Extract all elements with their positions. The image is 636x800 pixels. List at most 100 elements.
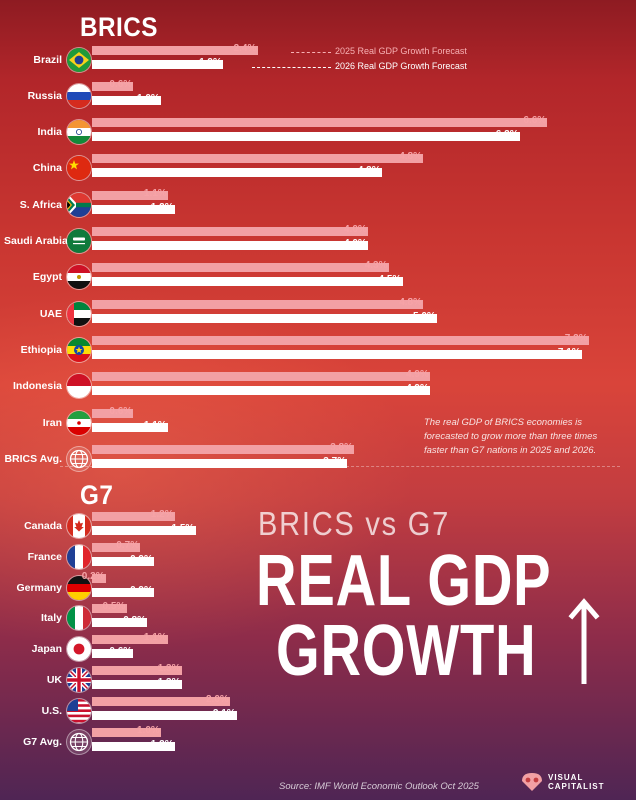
title-line-2: GROWTH [276,611,537,691]
value-label-2025-italy: 0.5% [102,601,126,613]
category-label-russia: Russia [27,89,62,102]
value-label-2026-brazil: 1.9% [199,56,222,68]
category-label-india: India [37,126,62,139]
bar-2026-uk [92,680,182,689]
bar-2026-egypt [92,277,403,287]
bar-2026-brics-avg [92,458,348,468]
bar-2025-india [92,118,548,128]
source-text: Source: IMF World Economic Outlook Oct 2… [279,781,479,792]
bar-2025-indonesia [92,372,431,382]
value-label-2025-egypt: 4.3% [364,260,388,272]
flag-china-icon [67,156,91,181]
flag-germany-icon [67,575,91,600]
value-label-2025-china: 4.8% [399,151,422,163]
value-label-2026-uae: 5.0% [413,310,436,322]
value-label-2025-uae: 4.8% [399,296,422,308]
globe-icon [67,729,91,754]
bar-2025-china [92,154,424,164]
value-label-2026-saudi-arabia: 4.0% [344,238,367,249]
bar-2026-saudi-arabia [92,241,368,250]
bar-2025-canada [92,512,175,521]
value-label-2025-canada: 1.2% [150,509,174,520]
subtitle: BRICS vs G7 [258,505,451,542]
bar-2025-italy [92,604,127,614]
category-label-ethiopia: Ethiopia [20,343,62,356]
bar-2026-canada [92,526,196,535]
bar-2026-u-s [92,710,237,720]
value-label-2025-indonesia: 4.9% [406,369,429,381]
bar-2025-u-s [92,696,230,706]
value-label-2026-canada: 1.5% [171,523,195,534]
bar-2025-uae [92,299,424,309]
title-line-1: REAL GDP [256,541,552,621]
flag-uk-icon [67,668,91,692]
value-label-2026-uk: 1.3% [157,677,181,688]
summary-note: The real GDP of BRICS economies is forec… [424,417,598,456]
flag-brazil-icon [67,47,91,72]
bar-2026-g7-avg [92,741,175,751]
bar-2025-germany [92,573,106,583]
bar-2025-uk [92,666,182,675]
value-label-2026-indonesia: 4.9% [406,383,429,395]
category-label-china: China [32,162,62,175]
g7-section-title: G7 [80,480,114,510]
bar-2025-japan [92,635,168,645]
visual-capitalist-logo-icon [522,773,542,791]
value-label-2026-china: 4.2% [357,165,381,177]
flag-japan-icon [67,637,91,662]
flag-egypt-icon [67,265,91,290]
value-label-2026-g7-avg: 1.2% [150,738,174,750]
category-label-japan: Japan [31,643,62,656]
flag-uae-icon [67,301,91,326]
flag-russia-icon [67,83,91,108]
flag-ethiopia-icon [67,337,91,362]
value-label-2026-india: 6.2% [495,129,519,141]
bar-2026-ethiopia [92,349,582,359]
category-label-u-s: U.S. [41,704,62,717]
bar-2025-g7-avg [92,727,161,737]
category-label-s-africa: S. Africa [19,198,62,211]
category-label-uk: UK [46,674,62,686]
bar-2026-brazil [92,59,224,69]
category-label-g7-avg: G7 Avg. [23,735,62,748]
growth-arrow-icon [568,598,600,684]
category-label-italy: Italy [40,612,62,625]
flag-us-icon [67,698,91,723]
value-label-2025-france: 0.7% [116,539,140,551]
value-label-2025-saudi-arabia: 4.0% [344,224,367,235]
category-label-iran: Iran [42,416,62,429]
value-label-2025-g7-avg: 1.0% [137,724,160,736]
value-label-2025-uk: 1.3% [157,663,181,674]
bar-2025-iran [92,408,134,418]
flag-italy-icon [67,606,91,631]
value-label-2025-u-s: 2.0% [206,693,229,705]
value-label-2025-brazil: 2.4% [233,42,257,54]
bar-2026-japan [92,649,134,659]
brand-logo-text: VISUAL CAPITALIST [548,773,605,791]
value-label-2026-italy: 0.8% [123,615,146,627]
value-label-2026-russia: 1.0% [137,92,160,104]
category-label-saudi-arabia: Saudi Arabia [4,235,68,247]
bar-2026-italy [92,618,148,628]
category-label-france: France [27,550,62,563]
bar-2026-indonesia [92,386,431,396]
category-label-canada: Canada [24,520,62,532]
bar-2025-russia [92,81,134,91]
value-label-2026-egypt: 4.5% [378,274,402,286]
value-label-2025-germany: 0.2% [81,570,105,582]
category-label-germany: Germany [16,581,62,594]
bar-2026-india [92,132,520,142]
bar-2025-egypt [92,263,389,273]
flag-south-africa-icon [67,192,91,217]
legend-2026-leader [252,67,331,68]
category-label-brics-avg: BRICS Avg. [4,452,62,465]
globe-icon [67,446,91,471]
value-label-2026-u-s: 2.1% [212,707,236,719]
value-label-2026-s-africa: 1.2% [150,201,174,213]
category-label-indonesia: Indonesia [12,380,62,393]
bar-2026-s-africa [92,204,175,214]
value-label-2025-iran: 0.6% [109,405,133,417]
bar-2026-china [92,168,382,178]
value-label-2026-france: 0.9% [130,553,153,565]
flag-indonesia-icon [67,374,91,399]
